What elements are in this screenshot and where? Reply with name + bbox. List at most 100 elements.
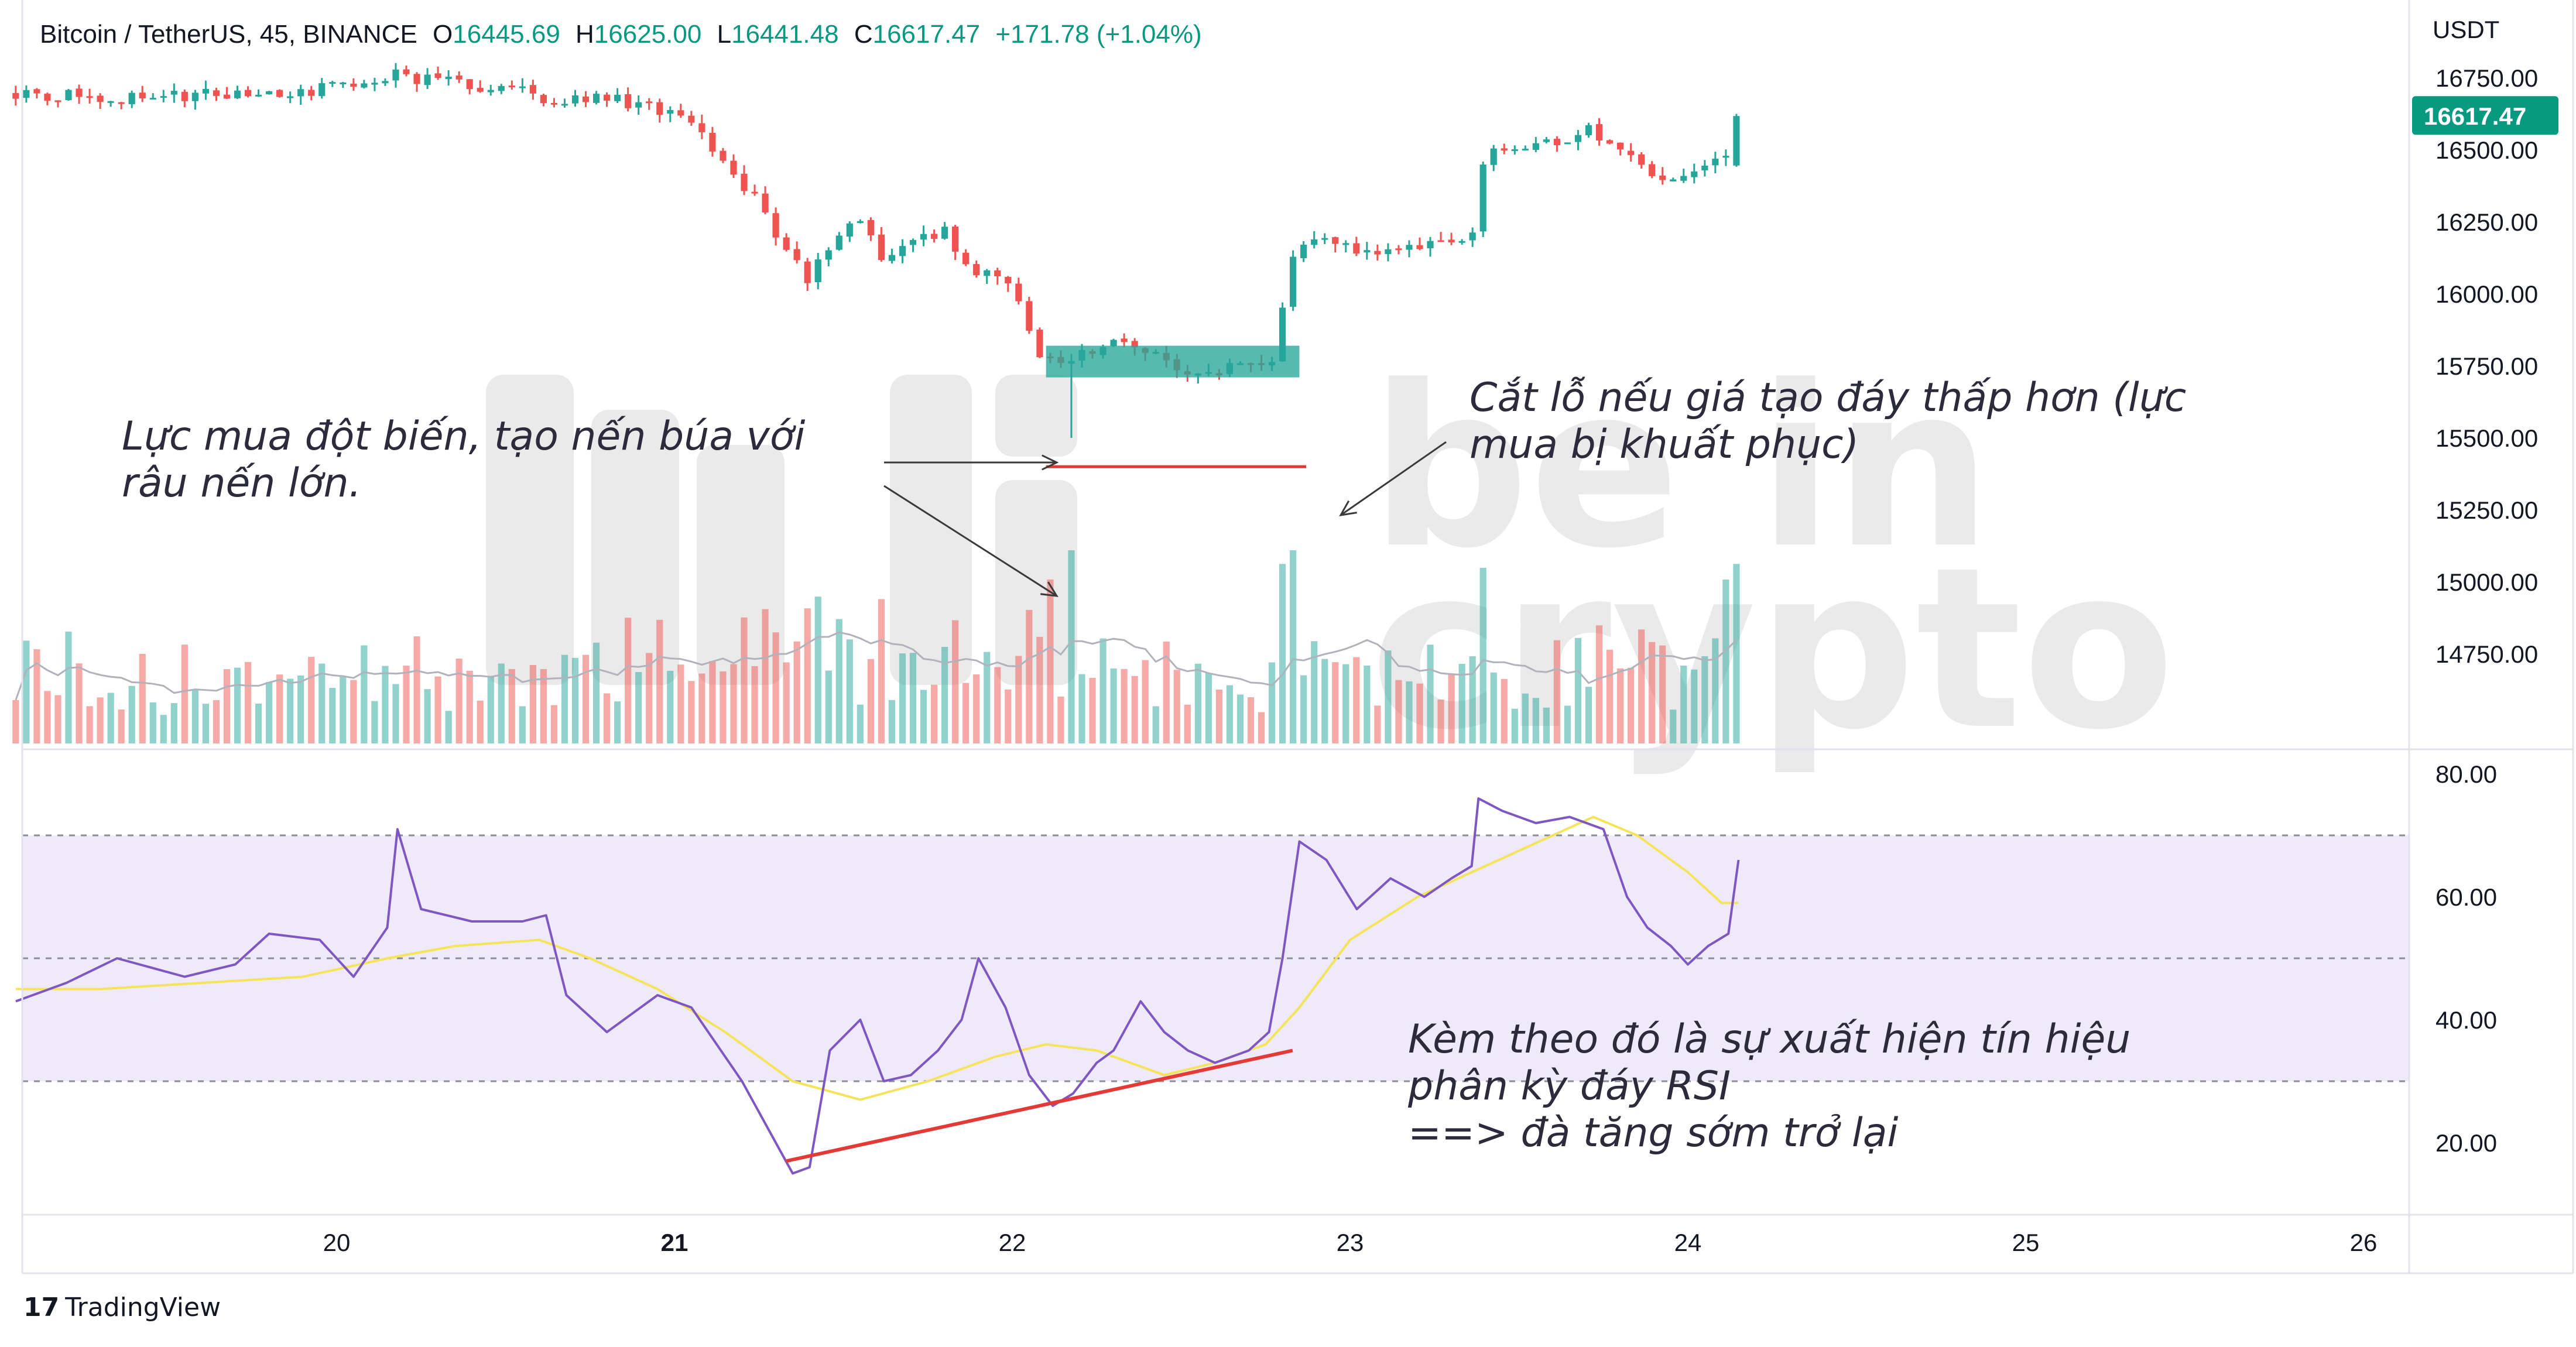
candle-body [1005,276,1012,283]
stoploss-annotation-line-1: Cắt lỗ nếu giá tạo đáy thấp hơn (lực [1469,375,2187,421]
volume-bar [529,664,536,743]
candle [550,98,558,108]
candle [466,79,473,95]
rsi-band-background [22,835,2409,1081]
candle [825,247,832,266]
candle [477,80,484,93]
candle-body [677,110,684,116]
candle [1543,137,1550,143]
volume-bar [772,632,779,743]
candle-body [1469,232,1476,241]
candle [1395,245,1402,255]
candle-body [1416,245,1423,249]
candle [835,232,842,251]
candle [899,239,906,263]
volume-bar [604,693,611,743]
volume-bar [160,715,167,743]
volume-bar [1564,705,1571,743]
candle [308,85,315,101]
volume-bar [804,608,811,743]
candle [804,258,811,291]
volume-bar [1311,641,1318,743]
volume-bar [1300,675,1307,743]
candle-body [1585,125,1592,135]
volume-bar [720,671,727,743]
volume-bar [1110,668,1117,743]
candle-body [741,173,748,191]
volume-bar [128,686,135,743]
candle [783,233,790,252]
low-value: 16441.48 [731,20,839,49]
candle-body [1659,175,1666,180]
candle [646,98,653,110]
candle-body [751,191,758,194]
candle-body [361,83,368,88]
volume-bar [149,702,156,743]
stoploss-annotation: Cắt lỗ nếu giá tạo đáy thấp hơn (lực mua… [1469,375,2186,468]
candle-body [118,102,125,104]
volume-bar [413,636,420,743]
candle-body [1311,239,1318,245]
candle-body [403,69,410,74]
volume-bar [1395,680,1402,743]
candle [392,63,399,88]
candle-body [1574,135,1582,142]
candle [213,87,220,101]
volume-bar [1448,673,1455,743]
volume-bar [1047,580,1054,743]
candle-body [1479,164,1486,232]
volume-bar [814,597,821,743]
candle-body [604,94,611,101]
candle-body [973,264,980,276]
candle [1649,161,1656,179]
volume-bar [962,683,970,743]
candle-body [930,234,938,239]
time-tick-label: 24 [1674,1229,1702,1256]
candle-body [804,261,811,283]
volume-bar [118,710,125,743]
price-tick-label: 16250.00 [2435,208,2538,236]
candle [1121,333,1128,347]
candle [656,98,663,123]
candle-body [392,69,399,81]
volume-bar [1416,683,1423,743]
candle-body [688,115,695,123]
candle-body [941,227,948,239]
candle-body [213,90,220,96]
candle [614,88,621,104]
candle [266,91,273,95]
watermark-mark-bar-5 [995,375,1077,457]
change-value: +171.78 (+1.04%) [995,20,1202,49]
rsi-pane [15,797,2409,1175]
rsi-axis[interactable]: 80.00 60.00 40.00 20.00 [2435,760,2497,1157]
time-axis[interactable]: 20 21 22 23 24 25 26 [323,1229,2378,1256]
candle-body [244,90,252,97]
symbol-header[interactable]: Bitcoin / TetherUS, 45, BINANCE O16445.6… [40,20,1202,49]
candle-body [297,89,304,97]
candle [1036,327,1043,358]
hammer-annotation-line-1: Lực mua đột biến, tạo nến búa với [122,413,806,460]
volume-bar [361,645,368,743]
candle [170,83,177,103]
volume-bar [1205,673,1212,743]
candle-body [139,92,146,99]
candle-body [625,94,632,108]
candle [1511,145,1518,155]
candle-body [477,88,484,92]
volume-bar [392,684,399,743]
candle-body [1722,156,1729,158]
candle-body [920,234,927,240]
rsi-annotation-line-1: Kèm theo đó là sự xuất hiện tín hiệu [1408,1016,2131,1062]
candle-body [720,150,727,161]
volume-bar [255,703,262,743]
candle [1005,276,1012,292]
volume-bar [730,664,737,743]
tradingview-logo[interactable]: 17 TradingView [23,1293,221,1322]
volume-bar [1427,645,1434,743]
volume-bar [287,678,294,743]
candle-body [1680,176,1687,181]
price-axis[interactable]: USDT 16750.00 16500.00 16250.00 16000.00 1575… [2412,16,2558,668]
volume-bar [930,684,938,743]
candle [1110,338,1117,347]
